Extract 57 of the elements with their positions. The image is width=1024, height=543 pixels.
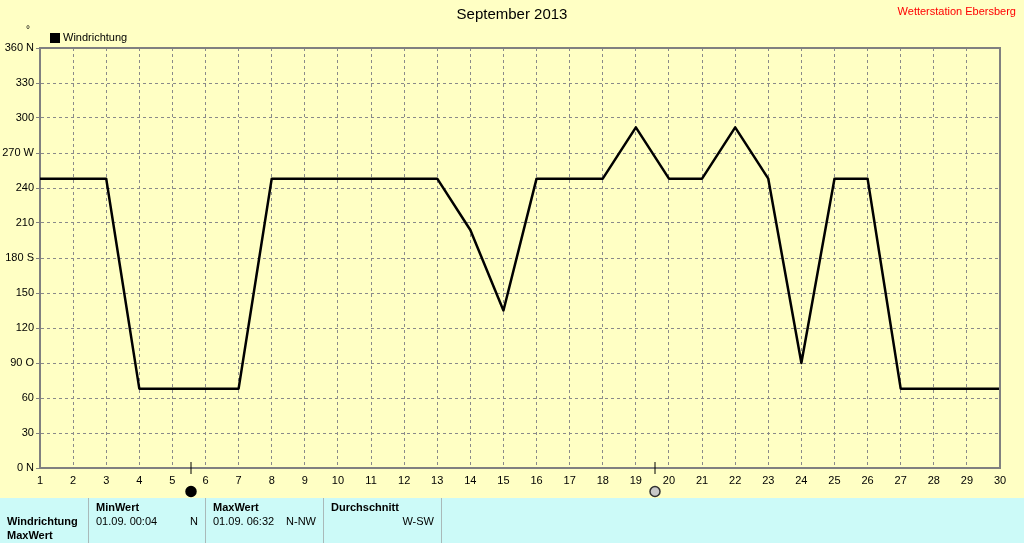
y-tick-label: 330 (15, 76, 34, 89)
x-tick-label: 9 (301, 473, 308, 486)
x-tick-label: 24 (795, 473, 808, 486)
x-tick-label: 4 (136, 473, 143, 486)
x-tick-label: 11 (365, 473, 377, 486)
x-tick-label: 7 (235, 473, 242, 486)
x-tick-label: 20 (662, 473, 676, 486)
y-tick-label: 240 (15, 181, 34, 194)
text: MaxWert (7, 528, 53, 542)
y-tick-label: 60 (21, 391, 34, 404)
x-tick-label: 13 (431, 473, 444, 486)
y-tick-label: 210 (15, 216, 34, 229)
text: 01.09. 06:32 (213, 514, 275, 528)
text: Windrichtung (7, 514, 78, 528)
y-tick-label: 90 O (10, 356, 35, 369)
text: MinWert (96, 500, 140, 514)
x-tick-label: 26 (861, 473, 874, 486)
text: Durchschnitt (331, 500, 399, 514)
x-tick-label: 16 (530, 473, 543, 486)
x-tick-label: 18 (596, 473, 609, 486)
y-tick-label: 360 N (4, 41, 35, 54)
x-tick-label: 6 (202, 473, 209, 486)
text: Wetterstation Ebersberg (897, 5, 1016, 18)
x-tick-label: 17 (563, 473, 576, 486)
x-tick-label: 3 (103, 473, 110, 486)
x-tick-label: 15 (497, 473, 510, 486)
y-tick-label: 0 N (16, 461, 35, 474)
text: 01.09. 00:04 (96, 514, 158, 528)
x-tick-label: 21 (695, 473, 709, 486)
x-tick-label: 29 (960, 473, 974, 486)
x-tick-label: 1 (36, 473, 44, 486)
x-tick-label: 2 (70, 473, 77, 486)
x-tick-label: 10 (331, 473, 345, 486)
x-tick-label: 8 (268, 473, 275, 486)
x-tick-label: 27 (894, 473, 907, 486)
y-tick-label: 180 S (5, 251, 34, 264)
x-tick-label: 14 (464, 473, 477, 486)
legend-label: Windrichtung (63, 31, 128, 44)
text: N-NW (286, 514, 316, 528)
x-tick-label: 30 (993, 473, 1007, 486)
text: N (190, 514, 198, 528)
x-tick-label: 12 (398, 473, 411, 486)
x-tick-label: 25 (828, 473, 841, 486)
chart-title: September 2013 (456, 5, 568, 23)
x-tick-label: 28 (927, 473, 940, 486)
y-tick-label: 30 (21, 426, 34, 439)
x-tick-label: 19 (629, 473, 642, 486)
x-tick-label: 22 (729, 473, 742, 486)
text: MaxWert (213, 500, 259, 514)
y-tick-label: 300 (15, 111, 34, 124)
y-tick-label: 270 W (2, 146, 35, 159)
x-tick-label: 5 (169, 473, 176, 486)
y-axis-title: ° (26, 23, 30, 35)
x-tick-label: 23 (762, 473, 775, 486)
y-tick-label: 120 (15, 321, 34, 334)
text: W-SW (402, 514, 434, 528)
y-tick-label: 150 (15, 286, 34, 299)
